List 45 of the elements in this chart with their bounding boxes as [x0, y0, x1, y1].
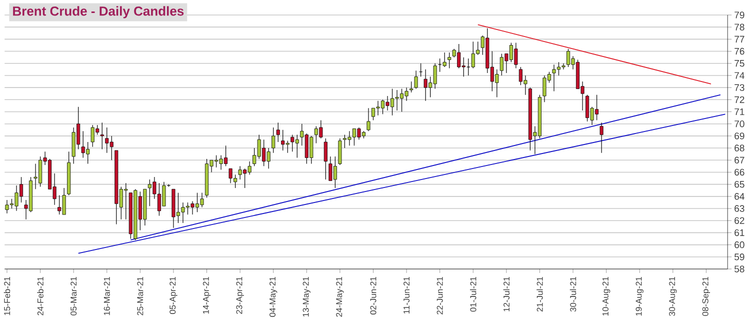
x-tick-label: 16-Mar-21	[104, 276, 110, 316]
x-tick-label: 25-Mar-21	[137, 276, 144, 316]
x-tick-label: 01-Jul-21	[470, 276, 476, 312]
y-tick-label: 77	[734, 36, 744, 42]
x-tick-label: 19-Aug-21	[636, 276, 644, 316]
x-tick-label: 04-May-21	[270, 276, 278, 317]
y-tick-label: 70	[734, 120, 744, 128]
y-tick-label: 71	[734, 108, 744, 116]
y-tick-label: 59	[734, 254, 744, 260]
x-tick-label: 30-Aug-21	[669, 276, 677, 316]
y-tick-label: 64	[734, 193, 744, 200]
x-tick-label: 11-Jun-21	[404, 276, 410, 314]
x-tick-label: 05-Apr-21	[170, 276, 178, 314]
y-tick-label: 66	[734, 168, 744, 176]
y-tick-label: 76	[734, 48, 744, 55]
y-tick-label: 68	[734, 144, 744, 152]
x-tick-label: 05-Mar-21	[70, 276, 77, 316]
y-tick-label: 62	[734, 217, 744, 224]
y-tick-label: 79	[734, 12, 744, 18]
y-tick-label: 60	[734, 241, 744, 248]
x-tick-label: 15-Feb-21	[4, 276, 10, 316]
y-tick-label: 74	[734, 72, 744, 79]
y-tick-label: 67	[734, 156, 744, 164]
x-tick-label: 30-Jul-21	[570, 276, 576, 312]
x-tick-label: 08-Sep-21	[702, 276, 710, 316]
y-tick-label: 75	[734, 60, 744, 67]
x-tick-label: 12-Jul-21	[503, 276, 510, 312]
x-tick-label: 23-Apr-21	[236, 276, 244, 314]
y-tick-label: 72	[734, 96, 744, 103]
x-tick-label: 10-Aug-21	[602, 276, 610, 316]
x-tick-label: 02-Jun-21	[370, 276, 376, 314]
y-tick-label: 61	[734, 229, 744, 236]
x-tick-label: 22-Jun-21	[436, 276, 443, 314]
chart-title: Brent Crude - Daily Candles	[13, 6, 184, 18]
x-tick-label: 24-Feb-21	[37, 276, 44, 316]
x-tick-label: 13-May-21	[302, 276, 310, 317]
x-tick-label: 14-Apr-21	[202, 276, 211, 314]
x-tick-label: 24-May-21	[336, 276, 344, 317]
y-tick-label: 73	[734, 84, 744, 91]
y-tick-label: 65	[734, 180, 744, 188]
y-tick-label: 78	[734, 24, 744, 30]
y-tick-label: 69	[734, 132, 744, 140]
x-tick-label: 21-Jul-21	[536, 276, 543, 312]
y-tick-label: 63	[734, 205, 744, 212]
y-tick-label: 58	[734, 266, 744, 272]
